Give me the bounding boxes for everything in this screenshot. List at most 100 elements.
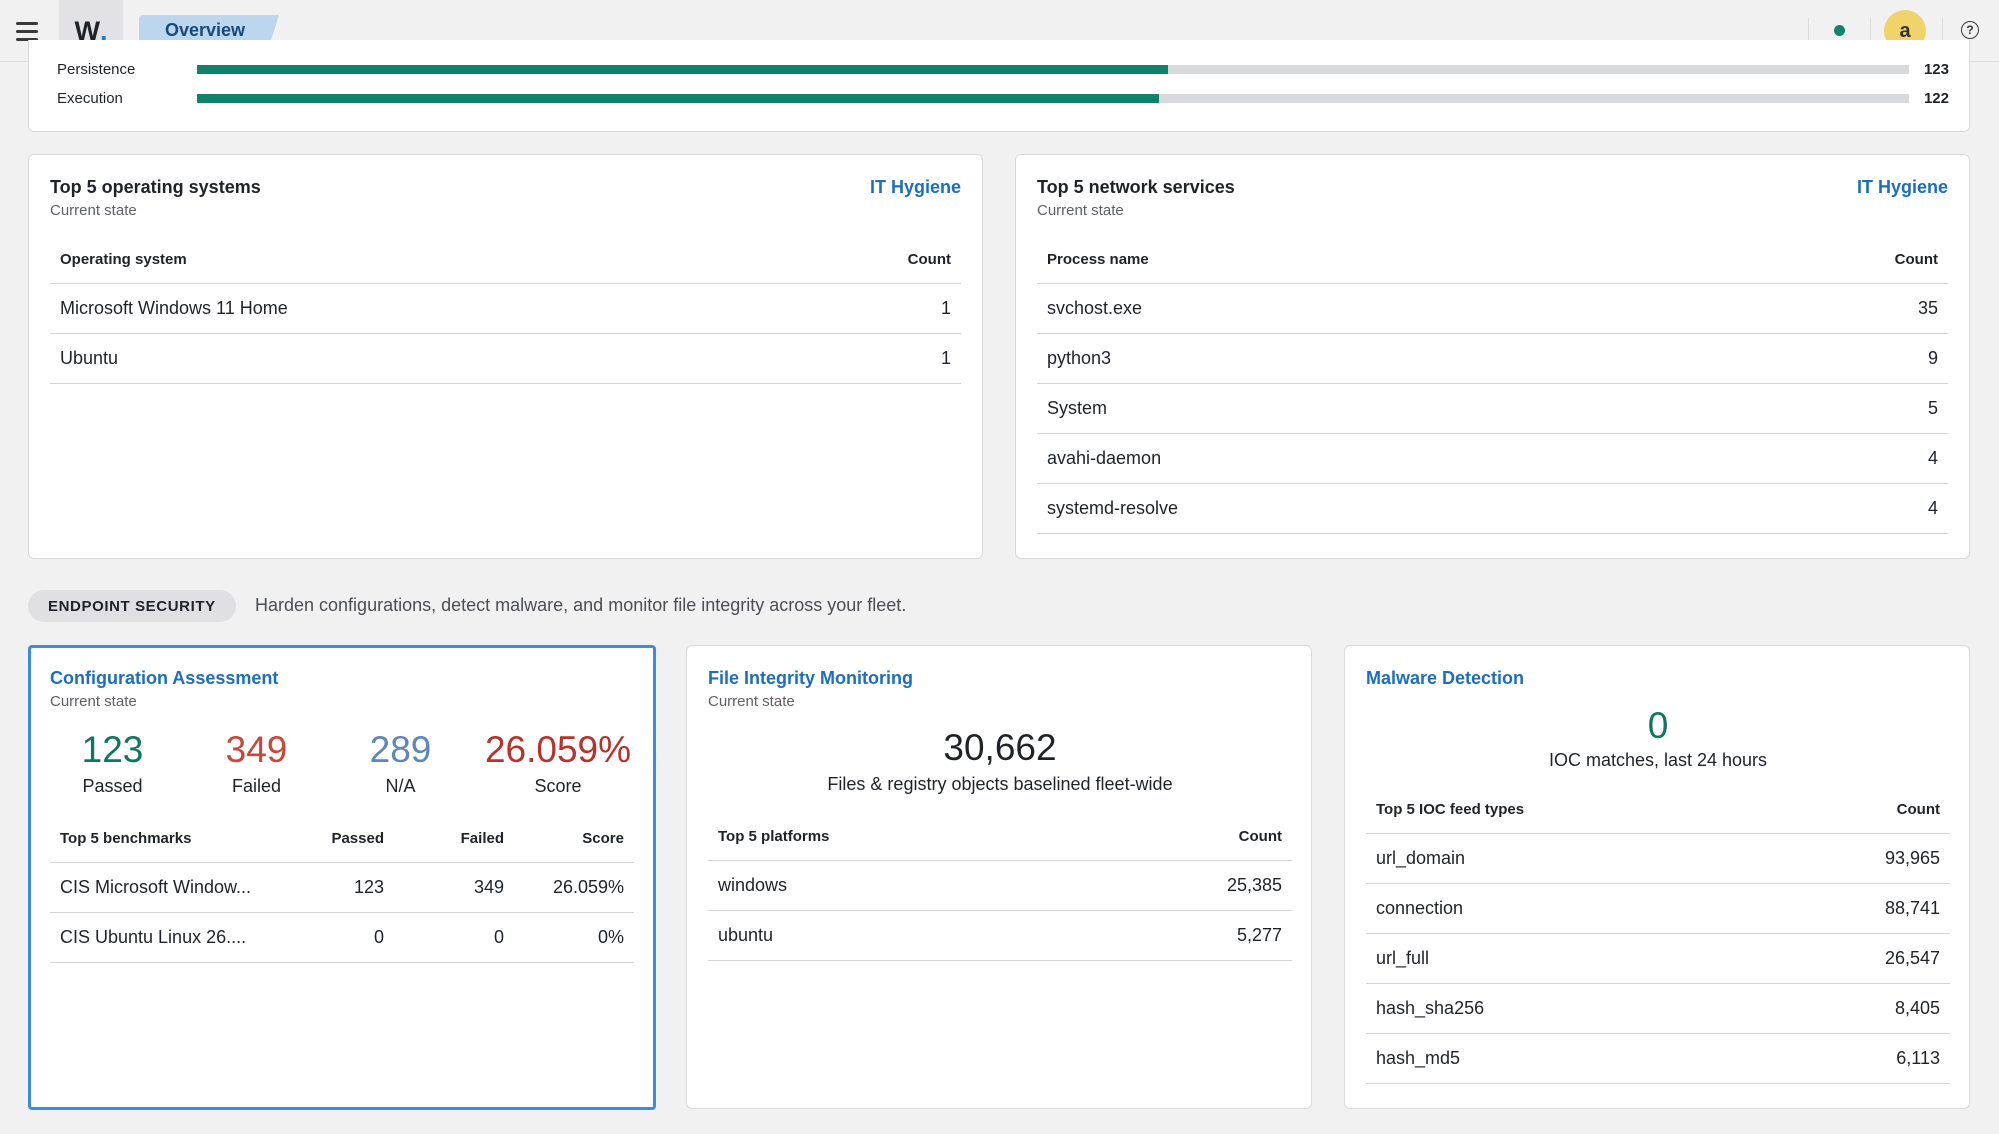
table-row[interactable]: windows 25,385 bbox=[708, 861, 1292, 911]
column-header[interactable]: Count bbox=[1894, 251, 1938, 268]
tactic-count: 122 bbox=[1923, 89, 1949, 107]
top-network-services-card: Top 5 network services Current state IT … bbox=[1015, 154, 1970, 559]
benchmark-failed: 349 bbox=[473, 877, 504, 897]
benchmark-name: CIS Microsoft Window... bbox=[60, 877, 252, 897]
feed-count: 88,741 bbox=[1884, 898, 1940, 918]
table-row[interactable]: Ubuntu 1 bbox=[50, 334, 961, 384]
metric-label: IOC matches, last 24 hours bbox=[1548, 750, 1768, 770]
file-integrity-monitoring-card[interactable]: File Integrity Monitoring Current state … bbox=[686, 645, 1312, 1109]
os-name: Ubuntu bbox=[60, 348, 119, 368]
column-header[interactable]: Top 5 IOC feed types bbox=[1376, 801, 1525, 818]
tactic-label: Persistence bbox=[57, 60, 136, 78]
process-count: 5 bbox=[1927, 398, 1938, 418]
feed-count: 8,405 bbox=[1894, 998, 1940, 1018]
table-header: Operating system Count bbox=[50, 236, 961, 284]
table-row[interactable]: url_full 26,547 bbox=[1366, 934, 1950, 984]
tactic-label: Execution bbox=[57, 89, 123, 107]
table-row[interactable]: CIS Ubuntu Linux 26.... 0 0 0% bbox=[50, 913, 634, 963]
metric-label: Files & registry objects baselined fleet… bbox=[827, 774, 1173, 794]
platform-count: 5,277 bbox=[1236, 925, 1282, 945]
table-row[interactable]: System 5 bbox=[1037, 384, 1948, 434]
it-hygiene-link[interactable]: IT Hygiene bbox=[1856, 177, 1948, 197]
column-header[interactable]: Count bbox=[1896, 801, 1940, 818]
feed-count: 6,113 bbox=[1896, 1048, 1940, 1068]
table-row[interactable]: avahi-daemon 4 bbox=[1037, 434, 1948, 484]
table-row[interactable]: CIS Microsoft Window... 123 349 26.059% bbox=[50, 863, 634, 913]
help-icon[interactable]: ? bbox=[1961, 21, 1979, 39]
benchmark-score: 26.059% bbox=[552, 877, 624, 897]
process-count: 4 bbox=[1927, 448, 1938, 468]
process-name: python3 bbox=[1047, 348, 1112, 368]
card-title: Top 5 network services bbox=[1037, 177, 1235, 197]
process-count: 35 bbox=[1917, 298, 1938, 318]
column-header[interactable]: Top 5 platforms bbox=[718, 828, 830, 845]
metric-value: 289 bbox=[369, 729, 432, 770]
metric-label: Score bbox=[534, 776, 582, 796]
fim-title-link[interactable]: File Integrity Monitoring bbox=[708, 668, 913, 688]
ioc-matches-metric: 0 IOC matches, last 24 hours bbox=[1345, 706, 1971, 771]
table-header: Top 5 platforms Count bbox=[708, 813, 1292, 861]
table-row[interactable]: ubuntu 5,277 bbox=[708, 911, 1292, 961]
table-row[interactable]: hash_md5 6,113 bbox=[1366, 1034, 1950, 1084]
table-row[interactable]: connection 88,741 bbox=[1366, 884, 1950, 934]
ioc-feed-types-table: Top 5 IOC feed types Count url_domain 93,… bbox=[1366, 786, 1950, 1084]
os-count: 1 bbox=[940, 298, 951, 318]
config-assessment-title-link[interactable]: Configuration Assessment bbox=[50, 668, 279, 688]
platform-name: ubuntu bbox=[718, 925, 774, 945]
column-header[interactable]: Passed bbox=[331, 830, 384, 847]
card-subtitle: Current state bbox=[50, 202, 137, 219]
metric-label: N/A bbox=[385, 776, 416, 796]
mitre-tactics-card: Persistence 123 Execution 122 bbox=[28, 40, 1970, 132]
feed-type: url_domain bbox=[1376, 848, 1466, 868]
table-row[interactable]: svchost.exe 35 bbox=[1037, 284, 1948, 334]
malware-detection-card[interactable]: Malware Detection 0 IOC matches, last 24… bbox=[1344, 645, 1970, 1109]
os-table: Operating system Count Microsoft Windows… bbox=[50, 236, 961, 384]
fim-baselined-metric: 30,662 Files & registry objects baseline… bbox=[687, 728, 1313, 795]
benchmark-name: CIS Ubuntu Linux 26.... bbox=[60, 927, 247, 947]
tactic-bar-fill bbox=[197, 93, 1160, 103]
feed-type: url_full bbox=[1376, 948, 1430, 968]
benchmarks-table: Top 5 benchmarks Passed Failed Score CIS… bbox=[50, 815, 634, 963]
na-metric: 289 N/A bbox=[338, 730, 463, 797]
process-name: avahi-daemon bbox=[1047, 448, 1162, 468]
tactic-bar-track bbox=[197, 93, 1909, 103]
process-name: systemd-resolve bbox=[1047, 498, 1179, 518]
configuration-assessment-card[interactable]: Configuration Assessment Current state 1… bbox=[28, 645, 656, 1110]
hamburger-menu-icon[interactable] bbox=[12, 16, 42, 46]
metric-value: 30,662 bbox=[943, 727, 1057, 768]
column-header[interactable]: Top 5 benchmarks bbox=[60, 830, 192, 847]
table-row[interactable]: systemd-resolve 4 bbox=[1037, 484, 1948, 534]
column-header[interactable]: Count bbox=[1238, 828, 1282, 845]
card-subtitle: Current state bbox=[50, 693, 137, 710]
process-name: svchost.exe bbox=[1047, 298, 1143, 318]
column-header[interactable]: Operating system bbox=[60, 251, 187, 268]
feed-count: 93,965 bbox=[1884, 848, 1940, 868]
column-header[interactable]: Process name bbox=[1047, 251, 1149, 268]
table-row[interactable]: Microsoft Windows 11 Home 1 bbox=[50, 284, 961, 334]
platform-name: windows bbox=[718, 875, 788, 895]
card-subtitle: Current state bbox=[1037, 202, 1124, 219]
platform-count: 25,385 bbox=[1226, 875, 1282, 895]
network-services-table: Process name Count svchost.exe 35 python3… bbox=[1037, 236, 1948, 534]
table-row[interactable]: url_domain 93,965 bbox=[1366, 834, 1950, 884]
tactic-bar-row: Persistence 123 bbox=[57, 60, 1949, 78]
benchmark-failed: 0 bbox=[493, 927, 504, 947]
table-header: Process name Count bbox=[1037, 236, 1948, 284]
platforms-table: Top 5 platforms Count windows 25,385 ubun… bbox=[708, 813, 1292, 961]
it-hygiene-link[interactable]: IT Hygiene bbox=[869, 177, 961, 197]
table-row[interactable]: python3 9 bbox=[1037, 334, 1948, 384]
column-header[interactable]: Failed bbox=[460, 830, 504, 847]
score-metric: 26.059% Score bbox=[478, 730, 638, 797]
table-row[interactable]: hash_sha256 8,405 bbox=[1366, 984, 1950, 1034]
column-header[interactable]: Count bbox=[907, 251, 951, 268]
top-os-card: Top 5 operating systems Current state IT… bbox=[28, 154, 983, 559]
section-description: Harden configurations, detect malware, a… bbox=[255, 595, 907, 615]
metric-label: Passed bbox=[82, 776, 143, 796]
os-count: 1 bbox=[940, 348, 951, 368]
process-count: 4 bbox=[1927, 498, 1938, 518]
metric-value: 349 bbox=[225, 729, 288, 770]
metric-value: 123 bbox=[81, 729, 144, 770]
malware-title-link[interactable]: Malware Detection bbox=[1366, 668, 1525, 688]
column-header[interactable]: Score bbox=[582, 830, 624, 847]
benchmark-score: 0% bbox=[597, 927, 624, 947]
